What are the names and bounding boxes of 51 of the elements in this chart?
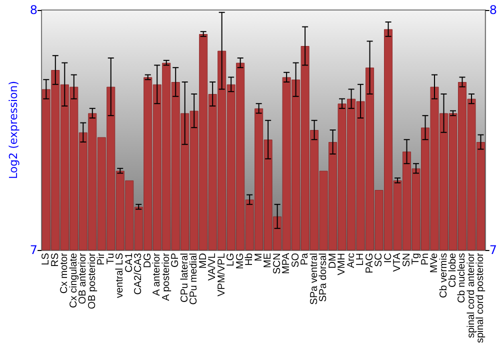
x-tick-label: Hb: [244, 252, 256, 266]
x-tick-label: LH: [355, 253, 366, 266]
x-tick-label: SPa ventral: [308, 253, 320, 305]
x-tick-label: A anterior: [152, 252, 163, 296]
x-tick-label: Tg: [410, 253, 422, 265]
x-tick-label: MG: [234, 252, 246, 270]
x-tick-label: Cb vermis: [438, 253, 450, 298]
x-tick-label: Arc: [346, 253, 357, 268]
x-tick-label: VA/VL: [207, 252, 218, 281]
x-tick-label: A posterior: [160, 252, 172, 301]
x-tick-label: MPA: [281, 252, 292, 274]
x-tick-label: Cb nucleus: [456, 253, 468, 304]
x-tick-label: PAG: [364, 252, 376, 274]
x-tick-label: DG: [142, 252, 154, 268]
x-tick-label: Tu: [105, 253, 116, 264]
x-tick-label: spinal cord anterior: [466, 252, 477, 338]
x-tick-label: Pir: [96, 252, 108, 266]
x-tick-label: CA2/CA3: [133, 252, 144, 295]
x-tick-label: ventral LS: [114, 252, 126, 298]
x-tick-label: IC: [382, 253, 394, 263]
x-tick-label: LS: [40, 252, 52, 266]
x-tick-label: MD: [198, 253, 209, 269]
y2-tick-label: 8: [489, 3, 498, 17]
x-tick-label: VMH: [336, 253, 348, 276]
x-tick-label: SN: [401, 253, 412, 267]
x-tick-label: VTA: [392, 252, 404, 272]
x-tick-label: Cx motor: [59, 252, 70, 294]
x-tick-label: ME: [262, 252, 274, 268]
x-tick-label: M: [253, 253, 264, 262]
x-tick-label: SC: [374, 253, 385, 267]
x-tick-label: OB anterior: [78, 252, 89, 304]
x-tick-label: DM: [327, 253, 338, 269]
y2-tick-label: 7: [489, 243, 498, 257]
x-tick-label: CPu medial: [188, 253, 200, 305]
x-tick-label: CA1: [124, 252, 135, 272]
x-tick-label: LG: [226, 252, 237, 266]
x-tick-label: SPa dorsal: [318, 253, 330, 302]
x-tick-label: spinal cord posterior: [475, 252, 486, 344]
x-tick-label: Pn: [420, 253, 431, 266]
x-tick-label: VPM/VPL: [216, 252, 228, 296]
x-tick-label: CPu lateral: [179, 253, 190, 302]
x-tick-label: GP: [170, 252, 182, 268]
x-tick-label: RS: [50, 252, 61, 267]
x-tick-label: Pa: [300, 252, 311, 266]
x-tick-label: OB posterior: [86, 252, 98, 310]
x-tick-label: SO: [290, 252, 302, 268]
x-tick-label: Cx cingulate: [68, 252, 80, 308]
x-tick-label: MVe: [429, 252, 440, 274]
x-tick-label: Cb lobe: [448, 252, 459, 288]
y-axis-title: Log2 (expression): [7, 80, 20, 180]
x-tick-label: SCN: [272, 253, 283, 274]
